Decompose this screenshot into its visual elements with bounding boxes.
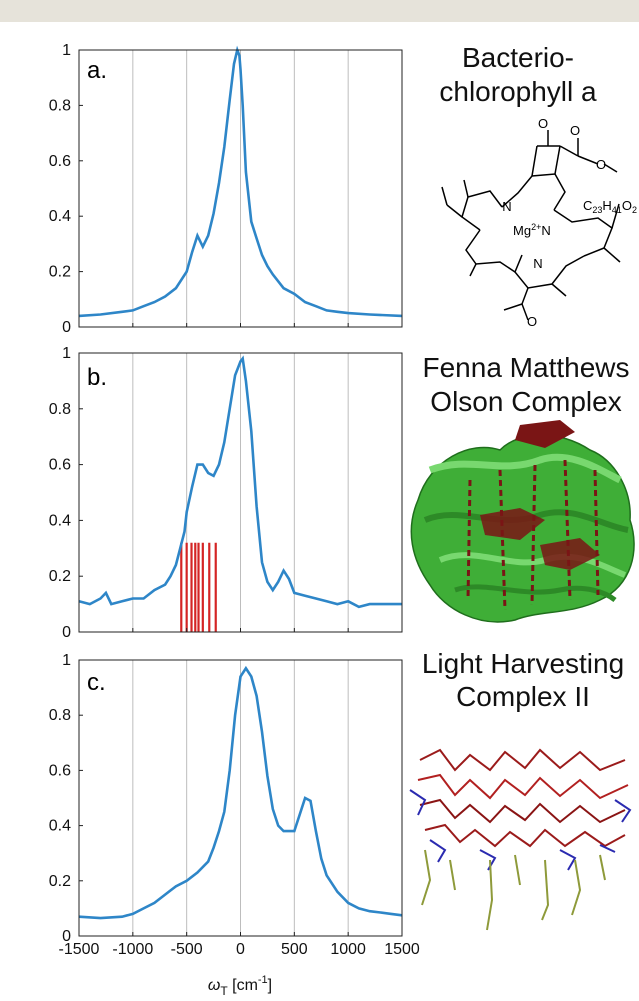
panel-label-b: b.	[87, 364, 107, 391]
x-tick-label: 0	[236, 941, 245, 958]
y-tick-label: 0.2	[49, 873, 71, 890]
panel-label-c: c.	[87, 669, 106, 696]
structure-title-a-line1: Bacterio-	[462, 42, 574, 73]
chem-label-n3: N	[533, 256, 542, 271]
y-tick-label: 0.2	[49, 264, 71, 281]
panel-a: 0 0.2 0.4 0.6 0.8 1 a.	[49, 42, 403, 336]
chem-label-n1: N	[502, 199, 511, 214]
fmo-protein-icon	[410, 420, 635, 623]
x-ticks-a	[78, 323, 403, 327]
stick-spectrum-b	[180, 542, 217, 632]
gridlines-a	[132, 50, 349, 327]
y-tick-label: 0.4	[49, 512, 71, 529]
x-tick-label: 1500	[384, 941, 420, 958]
x-ticks-c: -1500 -1000 -500 0 500 1000 1500	[59, 932, 420, 958]
y-tick-label: 1	[62, 42, 71, 59]
panel-c: 0 0.2 0.4 0.6 0.8 1 -1500 -1000 -500 0 500 1000 150…	[49, 652, 420, 958]
structure-a: Bacterio- chlorophyll a	[439, 42, 637, 329]
y-tick-label: 0.6	[49, 153, 71, 170]
y-tick-label: 0.4	[49, 818, 71, 835]
chem-label-mg: Mg2+N	[513, 222, 551, 238]
structure-title-c-line1: Light Harvesting	[422, 648, 624, 679]
gridlines-b	[132, 353, 349, 632]
x-tick-label: 1000	[330, 941, 366, 958]
structure-c: Light Harvesting Complex II	[409, 648, 632, 931]
y-tick-label: 0.2	[49, 568, 71, 585]
y-tick-label: 0.8	[49, 97, 71, 114]
y-ticks-a: 0 0.2 0.4 0.6 0.8 1	[49, 42, 83, 336]
chem-label-o1: O	[538, 116, 548, 131]
y-tick-label: 1	[62, 652, 71, 669]
structure-title-c-line2: Complex II	[456, 681, 590, 712]
x-axis-label: ωT [cm-1]	[208, 974, 272, 998]
y-ticks-c: 0 0.2 0.4 0.6 0.8 1	[49, 652, 83, 945]
spectrum-curve-c	[78, 665, 403, 920]
panel-label-a: a.	[87, 57, 107, 84]
y-tick-label: 0.6	[49, 762, 71, 779]
structure-b: Fenna Matthews Olson Complex	[410, 352, 635, 623]
structure-title-b-line2: Olson Complex	[430, 386, 621, 417]
y-tick-label: 1	[62, 345, 71, 362]
structure-title-b-line1: Fenna Matthews	[423, 352, 630, 383]
y-ticks-b: 0 0.2 0.4 0.6 0.8 1	[49, 345, 83, 641]
x-tick-label: -500	[171, 941, 203, 958]
spectrum-curve-b	[78, 355, 402, 609]
y-tick-label: 0	[62, 319, 71, 336]
top-banner	[0, 0, 639, 22]
y-tick-label: 0.6	[49, 457, 71, 474]
bacteriochlorophyll-molecule-icon	[441, 130, 621, 321]
x-tick-label: -1000	[112, 941, 153, 958]
structure-title-a-line2: chlorophyll a	[439, 76, 597, 107]
y-tick-label: 0	[62, 624, 71, 641]
x-tick-label: -1500	[59, 941, 100, 958]
chem-label-o2: O	[570, 123, 580, 138]
y-tick-label: 0.8	[49, 707, 71, 724]
gridlines-c	[132, 660, 349, 936]
chem-label-phytyl: C23H41O2	[583, 198, 637, 215]
y-tick-label: 0.8	[49, 401, 71, 418]
y-tick-label: 0.4	[49, 208, 71, 225]
chem-label-o4: O	[527, 314, 537, 329]
lhcii-complex-icon	[409, 748, 632, 931]
x-tick-label: 500	[281, 941, 308, 958]
chem-label-o3: O	[596, 157, 606, 172]
x-ticks-b	[78, 628, 403, 632]
y-tick-label: 0	[62, 928, 71, 945]
panel-b: 0 0.2 0.4 0.6 0.8 1 b.	[49, 345, 403, 641]
